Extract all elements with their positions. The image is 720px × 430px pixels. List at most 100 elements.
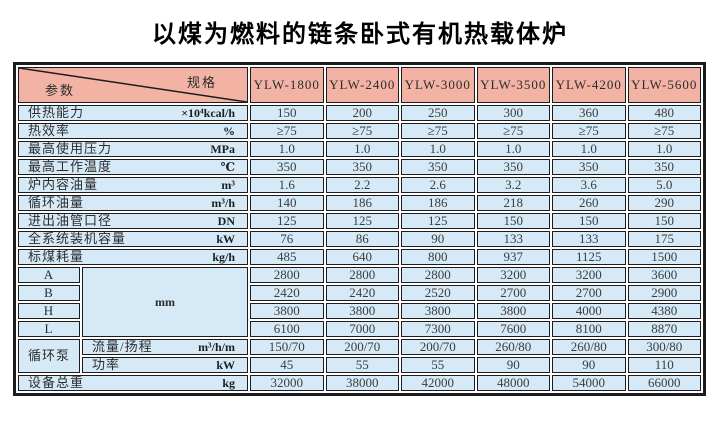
table-cell: 150/70 (250, 339, 324, 355)
table-cell: 350 (476, 159, 550, 175)
table-cell: 2420 (250, 285, 324, 301)
table-cell: 90 (401, 231, 475, 247)
table-row-max-pressure: 最高使用压力 MPa 1.0 1.0 1.0 1.0 1.0 1.0 (18, 141, 701, 157)
row-label-cell: 进出油管口径 DN (18, 213, 248, 229)
table-cell: 150 (476, 213, 550, 229)
table-cell: ≥75 (325, 123, 399, 139)
row-label: 热效率 (28, 123, 71, 138)
table-cell: ≥75 (552, 123, 626, 139)
table-cell: 218 (476, 195, 550, 211)
pump-group-label: 循环泵 (18, 339, 80, 373)
table-row-dimension-b: B 2420 2420 2520 2700 2700 2900 (18, 285, 701, 301)
table-cell: 200/70 (325, 339, 399, 355)
table-cell: 4000 (552, 303, 626, 319)
row-unit: m³/h/m (198, 340, 235, 354)
table-cell: 1.6 (250, 177, 324, 193)
table-cell: 45 (250, 357, 324, 373)
row-label: 最高工作温度 (28, 159, 113, 174)
table-cell: 1.0 (401, 141, 475, 157)
table-cell: 48000 (476, 375, 550, 391)
table-cell: 6100 (250, 321, 324, 337)
row-unit: m³ (221, 178, 235, 192)
table-cell: 7300 (401, 321, 475, 337)
table-row-heating-capacity: 供热能力 ×10⁴kcal/h 150 200 250 300 360 480 (18, 105, 701, 121)
table-cell: 7600 (476, 321, 550, 337)
column-header: YLW-2400 (325, 67, 399, 103)
row-label-cell: 功率 kW (82, 357, 248, 373)
table-cell: 150 (552, 213, 626, 229)
table-cell: 38000 (325, 375, 399, 391)
row-label-cell: 最高使用压力 MPa (18, 141, 248, 157)
table-cell: 1.0 (250, 141, 324, 157)
table-cell: 3.2 (476, 177, 550, 193)
table-cell: 8100 (552, 321, 626, 337)
table-cell: 3800 (401, 303, 475, 319)
table-cell: 350 (627, 159, 701, 175)
table-cell: 186 (401, 195, 475, 211)
dimension-label: B (18, 285, 80, 301)
table-cell: 1.0 (325, 141, 399, 157)
table-cell: 640 (325, 249, 399, 265)
dimension-label: L (18, 321, 80, 337)
table-cell: 133 (476, 231, 550, 247)
table-cell: 485 (250, 249, 324, 265)
column-header: YLW-3500 (476, 67, 550, 103)
table-row-furnace-oil-volume: 炉内容油量 m³ 1.6 2.2 2.6 3.2 3.6 5.0 (18, 177, 701, 193)
table-row-pipe-diameter: 进出油管口径 DN 125 125 125 150 150 150 (18, 213, 701, 229)
table-cell: 110 (627, 357, 701, 373)
table-cell: 3800 (325, 303, 399, 319)
table-cell: 300 (476, 105, 550, 121)
table-cell: 5.0 (627, 177, 701, 193)
table-cell: 4380 (627, 303, 701, 319)
table-cell: 90 (476, 357, 550, 373)
column-header: YLW-3000 (401, 67, 475, 103)
row-unit: DN (217, 214, 235, 228)
row-unit: kW (216, 232, 235, 246)
table-row-pump-flow: 循环泵 流量/扬程 m³/h/m 150/70 200/70 200/70 260… (18, 339, 701, 373)
table-row-thermal-efficiency: 热效率% ≥75 ≥75 ≥75 ≥75 ≥75 ≥75 (18, 123, 701, 139)
table-cell: 250 (401, 105, 475, 121)
table-cell: 3800 (476, 303, 550, 319)
table-cell: ≥75 (627, 123, 701, 139)
header-row: 规格 参数 YLW-1800 YLW-2400 YLW-3000 YLW-350… (18, 67, 701, 103)
row-unit: ℃ (220, 160, 235, 174)
row-unit: kg (222, 376, 235, 390)
dimension-unit-cell: mm (82, 267, 248, 337)
row-label-cell: 供热能力 ×10⁴kcal/h (18, 105, 248, 121)
table-cell: 1.0 (627, 141, 701, 157)
table-cell: 55 (325, 357, 399, 373)
row-label: 炉内容油量 (28, 177, 99, 192)
corner-param-label: 参数 (45, 83, 76, 98)
table-cell: 200/70 (401, 339, 475, 355)
table-cell: 260/80 (552, 339, 626, 355)
row-label-cell: 流量/扬程 m³/h/m (82, 339, 248, 355)
table-cell: 2800 (325, 267, 399, 283)
table-cell: 125 (401, 213, 475, 229)
table-cell: 1125 (552, 249, 626, 265)
table-cell: 175 (627, 231, 701, 247)
table-row-max-temperature: 最高工作温度 ℃ 350 350 350 350 350 350 (18, 159, 701, 175)
table-row-circulating-oil: 循环油量 m³/h 140 186 186 218 260 290 (18, 195, 701, 211)
table-cell: 66000 (627, 375, 701, 391)
table-cell: 133 (552, 231, 626, 247)
table-cell: 54000 (552, 375, 626, 391)
table-cell: 42000 (401, 375, 475, 391)
table-cell: 260 (552, 195, 626, 211)
table-cell: 3200 (476, 267, 550, 283)
table-cell: 350 (325, 159, 399, 175)
table-cell: 2.6 (401, 177, 475, 193)
table-row-coal-consumption: 标煤耗量 kg/h 485 640 800 937 1125 1500 (18, 249, 701, 265)
table-cell: 1500 (627, 249, 701, 265)
row-label: 功率 (92, 357, 121, 372)
row-label: 循环油量 (28, 195, 85, 210)
table-cell: 800 (401, 249, 475, 265)
table-cell: ≥75 (476, 123, 550, 139)
row-label-cell: 最高工作温度 ℃ (18, 159, 248, 175)
dimension-label: A (18, 267, 80, 283)
table-cell: 200 (325, 105, 399, 121)
table-row-total-weight: 设备总重 kg 32000 38000 42000 48000 54000 660… (18, 375, 701, 391)
table-cell: 937 (476, 249, 550, 265)
row-unit: m³/h (211, 196, 235, 210)
column-header: YLW-5600 (627, 67, 701, 103)
